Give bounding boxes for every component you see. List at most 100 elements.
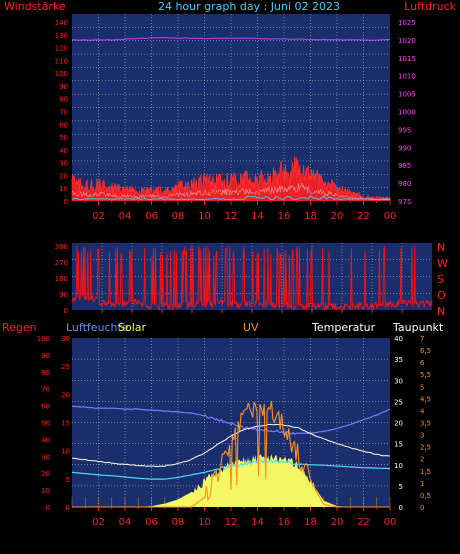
pressure-ytick-label: 990 <box>398 144 411 152</box>
rain-label: Regen <box>2 321 37 334</box>
wind-ytick-label: 50 <box>59 134 68 142</box>
temperature-label: Temperatur <box>311 321 376 334</box>
wind-xtick-label: 20 <box>331 211 344 222</box>
uv-ytick-label: 6,5 <box>420 347 431 355</box>
compass-label: N <box>437 305 445 318</box>
uv-ytick-label: 3 <box>420 432 424 440</box>
pressure-label: Luftdruck <box>404 0 456 13</box>
humidity-ytick-label: 0 <box>66 504 70 512</box>
windspeed-label: Windstärke <box>4 0 66 13</box>
uv-label: UV <box>243 321 259 334</box>
wind-xtick-label: 08 <box>172 211 185 222</box>
pressure-ytick-label: 980 <box>398 180 411 188</box>
rain-ytick-label: 40 <box>41 436 50 444</box>
dewpoint-line <box>71 458 391 480</box>
temperature-ytick-label: 5 <box>399 483 403 491</box>
wind-xtick-label: 22 <box>357 211 370 222</box>
wind-ytick-label: 60 <box>59 121 68 129</box>
wind-ytick-label: 140 <box>55 19 68 27</box>
temperature-ytick-label: 10 <box>394 462 403 470</box>
uv-ytick-label: 0 <box>420 504 424 512</box>
wind-average-line <box>71 183 391 201</box>
climate-xtick-label: 00 <box>384 517 397 528</box>
direction-ytick-label: 360 <box>55 243 68 251</box>
wind-ytick-label: 130 <box>55 32 68 40</box>
uv-ytick-label: 6 <box>420 359 425 367</box>
temperature-ytick-label: 0 <box>399 504 403 512</box>
wind-xtick-label: 06 <box>145 211 158 222</box>
humidity-ytick-label: 30 <box>61 335 70 343</box>
rain-ytick-label: 30 <box>41 453 50 461</box>
climate-xtick-label: 12 <box>225 517 238 528</box>
uv-ytick-label: 5 <box>420 383 424 391</box>
rain-ytick-label: 70 <box>41 386 50 394</box>
humidity-ytick-label: 25 <box>61 363 70 371</box>
pressure-ytick-label: 975 <box>398 198 411 206</box>
temperature-ytick-label: 40 <box>394 335 403 343</box>
wind-direction-line <box>71 246 433 312</box>
wind-xtick-label: 12 <box>225 211 238 222</box>
wind-ytick-label: 10 <box>59 185 68 193</box>
climate-xtick-label: 06 <box>145 517 158 528</box>
direction-ytick-label: 270 <box>55 259 68 267</box>
climate-xtick-label: 04 <box>119 517 132 528</box>
wind-xtick-label: 14 <box>251 211 264 222</box>
pressure-ytick-label: 1020 <box>398 37 416 45</box>
pressure-ytick-label: 1005 <box>398 91 416 99</box>
chart-title: 24 hour graph day : Juni 02 2023 <box>158 0 340 13</box>
wind-ytick-label: 30 <box>59 160 68 168</box>
uv-ytick-label: 7 <box>420 335 424 343</box>
temperature-ytick-label: 35 <box>394 356 403 364</box>
wind-ytick-label: 80 <box>59 96 68 104</box>
climate-xtick-label: 22 <box>357 517 370 528</box>
rain-ytick-label: 100 <box>37 335 50 343</box>
wind-xtick-label: 16 <box>278 211 291 222</box>
compass-label: S <box>437 273 444 286</box>
wind-xtick-label: 10 <box>198 211 211 222</box>
wind-xtick-label: 04 <box>119 211 132 222</box>
humidity-label: Luftfeuchte <box>66 321 129 334</box>
rain-ytick-label: 50 <box>41 420 50 428</box>
humidity-ytick-label: 20 <box>61 391 70 399</box>
uv-ytick-label: 0,5 <box>420 492 431 500</box>
humidity-ytick-label: 10 <box>61 448 70 456</box>
wind-xtick-label: 00 <box>384 211 397 222</box>
pressure-ytick-label: 1025 <box>398 19 416 27</box>
solar-label: Solar <box>118 321 147 334</box>
pressure-line <box>71 36 391 41</box>
wind-gust-line <box>71 156 391 201</box>
wind-ytick-label: 0 <box>64 198 68 206</box>
climate-xtick-label: 02 <box>92 517 105 528</box>
temperature-ytick-label: 25 <box>394 398 403 406</box>
direction-ytick-label: 90 <box>59 291 68 299</box>
wind-ytick-label: 20 <box>59 172 68 180</box>
dewpoint-label: Taupunkt <box>392 321 444 334</box>
wind-ytick-label: 120 <box>55 45 68 53</box>
wind-ytick-label: 40 <box>59 147 68 155</box>
uv-ytick-label: 1 <box>420 480 424 488</box>
uv-ytick-label: 2 <box>420 456 424 464</box>
rain-ytick-label: 10 <box>41 487 50 495</box>
uv-ytick-label: 2,5 <box>420 444 431 452</box>
pressure-ytick-label: 1015 <box>398 55 416 63</box>
compass-label: O <box>437 289 446 302</box>
rain-ytick-label: 0 <box>46 504 50 512</box>
climate-xtick-label: 20 <box>331 517 344 528</box>
pressure-ytick-label: 1010 <box>398 73 416 81</box>
temperature-ytick-label: 30 <box>394 377 403 385</box>
climate-xtick-label: 10 <box>198 517 211 528</box>
climate-xtick-label: 16 <box>278 517 291 528</box>
climate-xtick-label: 18 <box>304 517 317 528</box>
rain-ytick-label: 90 <box>41 352 50 360</box>
uv-ytick-label: 4,5 <box>420 395 431 403</box>
rain-ytick-label: 80 <box>41 369 50 377</box>
pressure-ytick-label: 1000 <box>398 109 416 117</box>
wind-ytick-label: 70 <box>59 109 68 117</box>
rain-ytick-label: 60 <box>41 403 50 411</box>
humidity-ytick-label: 15 <box>61 420 70 428</box>
temperature-ytick-label: 20 <box>394 420 403 428</box>
direction-ytick-label: 180 <box>55 275 68 283</box>
uv-ytick-label: 3,5 <box>420 420 431 428</box>
wind-ytick-label: 90 <box>59 83 68 91</box>
